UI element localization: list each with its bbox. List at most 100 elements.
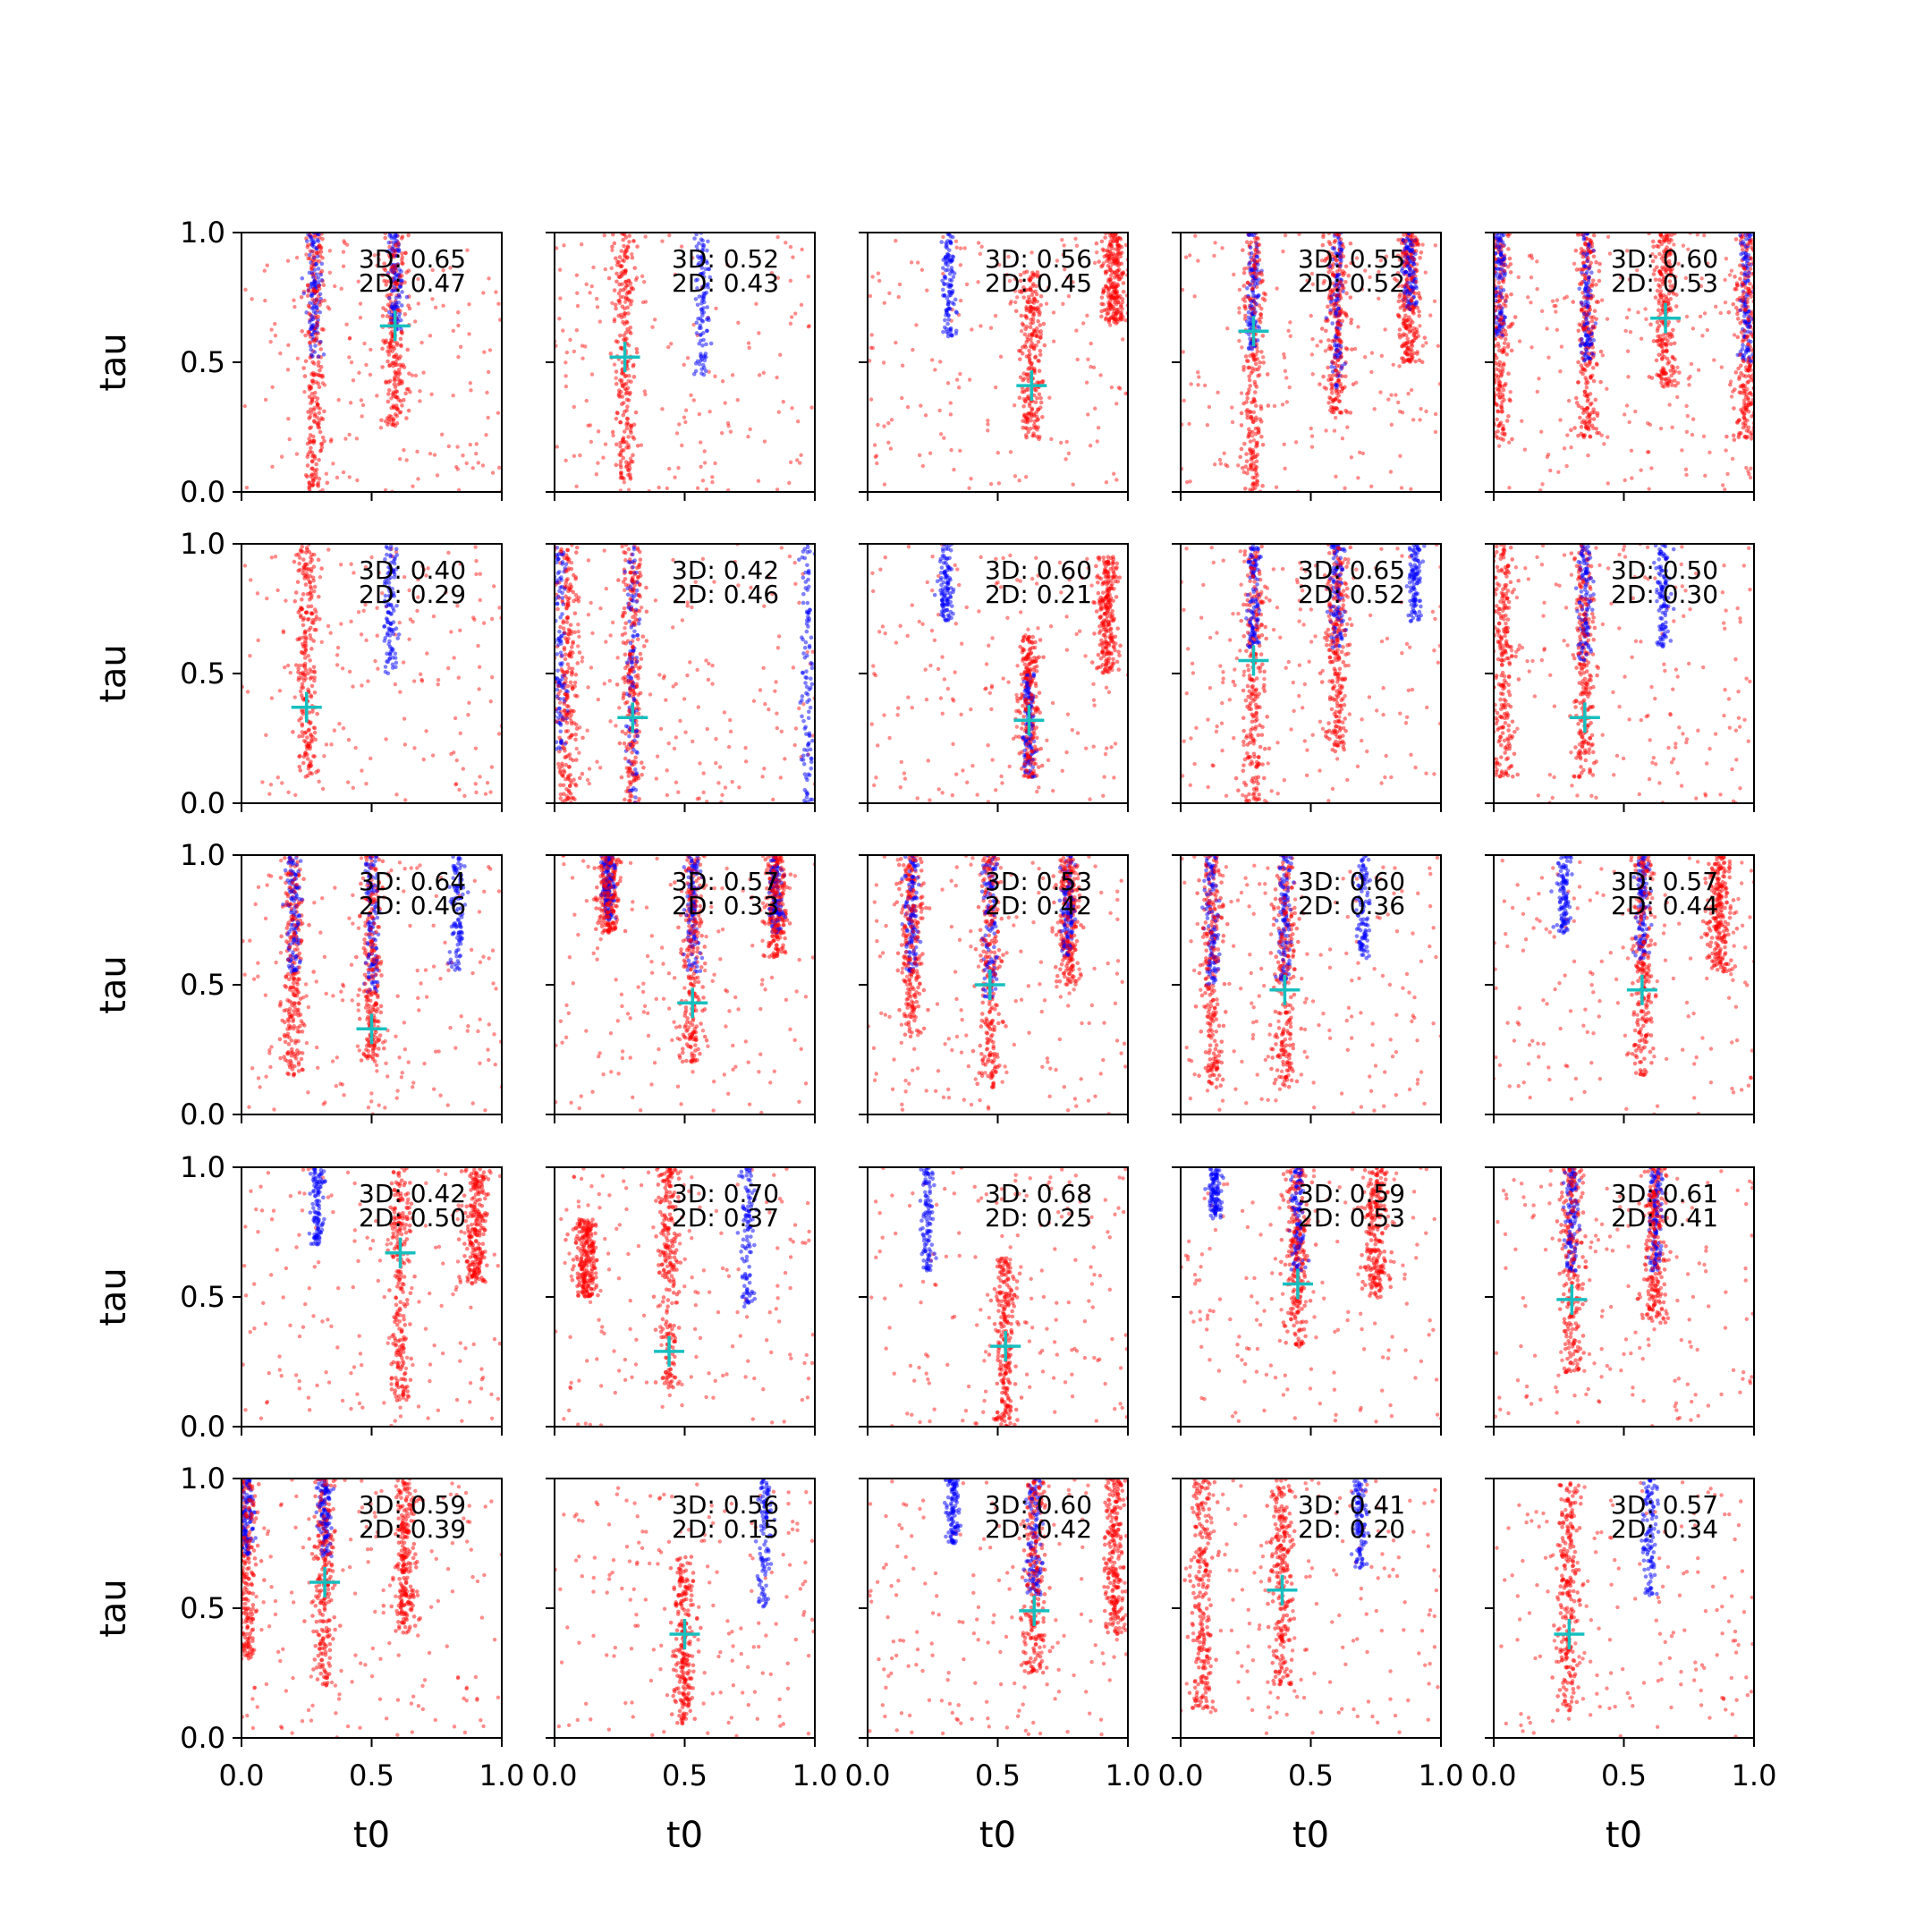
red-point xyxy=(1074,328,1079,333)
red-point xyxy=(1647,375,1652,379)
red-point xyxy=(349,360,354,365)
red-point xyxy=(1113,289,1118,294)
red-point xyxy=(1037,369,1042,374)
red-point xyxy=(1123,391,1128,396)
red-point xyxy=(603,267,607,272)
red-point xyxy=(683,408,689,412)
red-point xyxy=(612,288,617,292)
red-point xyxy=(720,379,725,384)
red-point xyxy=(1666,307,1672,312)
red-point xyxy=(1744,405,1750,411)
red-point xyxy=(1745,342,1750,347)
blue-point xyxy=(695,254,700,258)
red-point xyxy=(589,439,594,445)
red-point xyxy=(1254,459,1259,464)
blue-point xyxy=(953,331,959,336)
blue-point xyxy=(1330,369,1335,374)
red-point xyxy=(897,282,902,287)
blue-point xyxy=(694,244,699,249)
red-point xyxy=(568,337,572,343)
red-point xyxy=(622,479,627,485)
red-point xyxy=(642,389,648,394)
blue-point xyxy=(705,328,709,334)
red-point xyxy=(1252,475,1258,480)
red-point xyxy=(292,298,296,302)
blue-point xyxy=(386,240,392,245)
red-point xyxy=(1315,343,1319,348)
red-point xyxy=(1021,371,1027,376)
red-point xyxy=(1411,418,1416,422)
blue-point xyxy=(942,282,946,286)
red-point xyxy=(1661,370,1665,376)
blue-point xyxy=(1328,308,1333,313)
y-tick-label: 0.5 xyxy=(180,345,225,379)
red-point xyxy=(1658,318,1664,323)
red-point xyxy=(1576,403,1581,409)
red-point xyxy=(623,306,627,311)
red-point xyxy=(1606,435,1610,439)
red-point xyxy=(1629,448,1634,453)
red-point xyxy=(1675,365,1680,369)
red-point xyxy=(1021,295,1026,300)
red-point xyxy=(1026,337,1030,343)
red-point xyxy=(624,320,630,325)
blue-point xyxy=(941,329,945,335)
red-point xyxy=(1257,250,1262,255)
red-point xyxy=(1252,271,1257,276)
red-point xyxy=(1402,351,1408,355)
red-point xyxy=(309,266,314,271)
red-point xyxy=(482,350,487,354)
red-point xyxy=(591,265,596,270)
red-point xyxy=(1265,372,1270,377)
red-point xyxy=(1349,455,1354,460)
red-point xyxy=(372,253,377,258)
red-point xyxy=(380,313,386,318)
red-point xyxy=(1324,428,1328,433)
red-point xyxy=(1334,372,1339,377)
red-point xyxy=(1507,256,1513,261)
red-point xyxy=(986,428,990,433)
red-point xyxy=(1558,418,1563,422)
red-point xyxy=(1574,395,1579,401)
red-point xyxy=(1662,385,1666,389)
red-point xyxy=(1340,283,1345,288)
red-point xyxy=(380,365,385,369)
red-point xyxy=(496,301,501,306)
red-point xyxy=(1244,240,1250,244)
red-point xyxy=(1255,349,1260,354)
red-point xyxy=(1580,309,1584,313)
red-point xyxy=(1252,310,1258,315)
red-point xyxy=(1657,301,1662,306)
red-point xyxy=(1502,349,1506,353)
red-point xyxy=(1701,434,1707,439)
red-point xyxy=(1241,284,1247,288)
red-point xyxy=(1712,358,1716,362)
red-point xyxy=(1723,487,1727,492)
red-point xyxy=(1599,298,1605,302)
red-point xyxy=(1328,396,1333,401)
red-point xyxy=(1580,405,1584,411)
red-point xyxy=(1066,451,1072,456)
red-point xyxy=(1332,302,1337,308)
red-point xyxy=(397,620,402,625)
red-point xyxy=(894,340,898,345)
red-point xyxy=(657,485,661,490)
blue-point xyxy=(1403,246,1408,251)
red-point xyxy=(1013,309,1019,314)
red-point xyxy=(628,331,633,335)
red-point xyxy=(667,233,672,238)
red-point xyxy=(1501,243,1506,249)
red-point xyxy=(1240,465,1245,470)
blue-point xyxy=(949,291,954,296)
red-point xyxy=(311,434,316,439)
red-point xyxy=(472,617,477,623)
red-point xyxy=(1319,258,1325,263)
red-point xyxy=(1651,272,1657,276)
red-point xyxy=(297,663,302,668)
red-point xyxy=(1061,252,1065,257)
red-point xyxy=(1740,247,1745,252)
red-point xyxy=(1192,294,1197,299)
red-point xyxy=(621,412,626,418)
red-point xyxy=(1335,283,1340,288)
